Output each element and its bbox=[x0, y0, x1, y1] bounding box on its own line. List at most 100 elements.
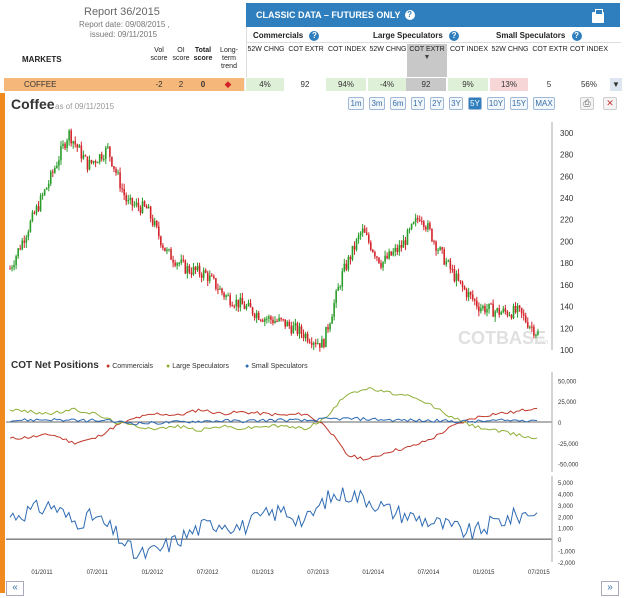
candle-body bbox=[237, 299, 240, 308]
candle-body bbox=[443, 249, 445, 265]
small-52w-chng: 13% bbox=[490, 78, 528, 91]
range-button-3m[interactable]: 3m bbox=[369, 97, 385, 110]
candle-body bbox=[145, 205, 148, 209]
chart-title: Coffee bbox=[11, 96, 55, 112]
candle-body bbox=[476, 300, 478, 307]
scroll-right-button[interactable]: » bbox=[601, 581, 619, 596]
candle-body bbox=[418, 219, 421, 222]
help-icon[interactable]: ? bbox=[309, 31, 320, 41]
candle-body bbox=[115, 168, 117, 173]
range-button-3y[interactable]: 3Y bbox=[449, 97, 463, 110]
candle-body bbox=[471, 294, 474, 300]
x-tick-label: 01/2011 bbox=[31, 570, 53, 576]
candle-body bbox=[37, 206, 40, 211]
series-line-small-speculators bbox=[9, 416, 538, 426]
range-button-6m[interactable]: 6m bbox=[390, 97, 406, 110]
y-tick-label: -25,000 bbox=[558, 442, 579, 448]
candle-body bbox=[243, 304, 246, 309]
vol-score: -2 bbox=[155, 80, 163, 89]
candle-body bbox=[155, 220, 158, 227]
candle-body bbox=[372, 249, 374, 253]
candle-body bbox=[390, 251, 392, 256]
candle-body bbox=[15, 256, 17, 266]
candle-body bbox=[129, 197, 132, 200]
candle-body bbox=[204, 270, 207, 273]
candle-body bbox=[516, 305, 519, 313]
candle-body bbox=[380, 263, 382, 268]
candle-body bbox=[121, 188, 123, 190]
candle-body bbox=[353, 245, 356, 250]
series-line-small-speculators bbox=[9, 487, 538, 561]
col-cot-extr-sorted[interactable]: COT EXTR ▼ bbox=[407, 44, 447, 77]
candle-body bbox=[94, 161, 97, 163]
y-tick-label: 2,000 bbox=[558, 515, 574, 521]
candle-body bbox=[188, 266, 191, 273]
candle-body bbox=[482, 305, 484, 309]
candle-body bbox=[241, 297, 244, 305]
x-tick-label: 01/2012 bbox=[142, 570, 164, 576]
y-tick-label: 120 bbox=[560, 324, 574, 333]
candle-body bbox=[119, 172, 121, 189]
candle-body bbox=[304, 333, 307, 339]
candle-body bbox=[461, 282, 464, 287]
print-icon[interactable]: ⎙ bbox=[580, 97, 594, 110]
candle-body bbox=[416, 218, 419, 220]
y-tick-label: 160 bbox=[560, 281, 574, 290]
candle-body bbox=[98, 154, 101, 163]
candle-body bbox=[266, 318, 268, 320]
candle-body bbox=[400, 245, 403, 248]
help-icon[interactable]: ? bbox=[449, 31, 460, 41]
candle-body bbox=[453, 269, 456, 282]
series-line-large-speculators bbox=[9, 386, 538, 440]
y-tick-label: 260 bbox=[560, 172, 574, 181]
candle-body bbox=[17, 248, 19, 257]
candle-body bbox=[141, 201, 144, 213]
candle-body bbox=[235, 299, 238, 307]
range-button-10y[interactable]: 10Y bbox=[487, 97, 505, 110]
candle-body bbox=[429, 223, 431, 229]
table-row[interactable]: COFFEE -2 2 0 ◆ 4% 92 94% -4% 92 9% 13% … bbox=[4, 78, 622, 91]
range-button-max[interactable]: MAX bbox=[533, 97, 555, 110]
scroll-left-button[interactable]: « bbox=[6, 581, 24, 596]
cot-chart: -50,000 -25,000 0 25,000 50,000 bbox=[6, 372, 579, 472]
candle-body bbox=[182, 259, 185, 261]
candle-body bbox=[253, 314, 256, 318]
candle-body bbox=[190, 272, 193, 275]
candle-body bbox=[170, 249, 172, 260]
group-small-speculators: Small Speculators ? bbox=[496, 31, 582, 41]
row-expand-icon[interactable]: ▼ bbox=[610, 78, 622, 91]
candle-body bbox=[100, 154, 103, 160]
candle-body bbox=[202, 270, 205, 278]
y-tick-label: 100 bbox=[560, 346, 574, 355]
candle-body bbox=[80, 145, 83, 159]
candle-body bbox=[502, 308, 505, 313]
candle-body bbox=[127, 199, 130, 202]
x-tick-label: 07/2014 bbox=[418, 570, 440, 576]
print-icon[interactable] bbox=[592, 9, 604, 23]
candle-body bbox=[367, 234, 370, 243]
range-button-15y[interactable]: 15Y bbox=[510, 97, 528, 110]
range-button-1m[interactable]: 1m bbox=[348, 97, 364, 110]
help-icon[interactable]: ? bbox=[404, 10, 415, 20]
close-icon[interactable]: ✕ bbox=[603, 97, 617, 110]
candle-body bbox=[19, 248, 21, 250]
accent-bar bbox=[0, 93, 5, 593]
candle-body bbox=[520, 307, 523, 314]
range-button-5y[interactable]: 5Y bbox=[468, 97, 482, 110]
candle-body bbox=[533, 326, 535, 336]
candle-body bbox=[310, 342, 313, 345]
range-button-2y[interactable]: 2Y bbox=[430, 97, 444, 110]
y-tick-label: 0 bbox=[558, 538, 562, 544]
candle-body bbox=[162, 245, 164, 248]
candle-body bbox=[29, 221, 32, 232]
legend-small-speculators: ● Small Speculators bbox=[245, 363, 308, 370]
candle-body bbox=[231, 305, 233, 307]
x-tick-label: 01/2013 bbox=[252, 570, 274, 576]
candle-body bbox=[537, 331, 539, 335]
y-tick-label: 280 bbox=[560, 151, 574, 160]
range-button-1y[interactable]: 1Y bbox=[411, 97, 425, 110]
market-name[interactable]: COFFEE bbox=[24, 80, 57, 89]
candle-body bbox=[208, 275, 211, 282]
candle-body bbox=[143, 201, 146, 206]
help-icon[interactable]: ? bbox=[571, 31, 582, 41]
